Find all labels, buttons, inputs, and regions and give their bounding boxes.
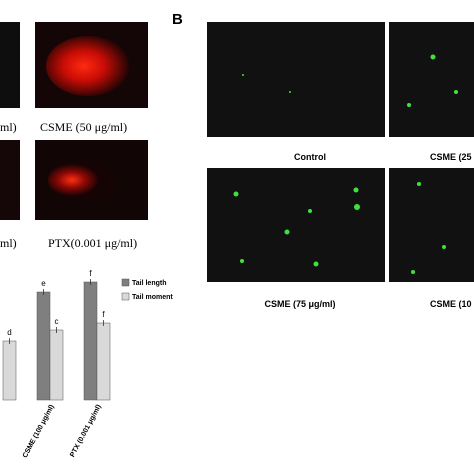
image-label: CSME (50 μg/ml) [40,120,127,134]
bar [96,322,111,401]
cell [417,182,421,186]
legend-label: Tail length [132,280,166,287]
image-label: ml) [0,236,17,250]
significance-label: e [41,279,46,288]
significance-label: f [89,269,92,278]
x-tick-label: PTX (0.001 μg/ml) [69,404,103,459]
legend-swatch [121,292,130,301]
significance-label: c [55,317,59,326]
cell [407,103,411,107]
cell [289,91,291,93]
legend-swatch [121,278,130,287]
cell [313,261,319,267]
x-tick-label: CSME (100 μg/ml) [22,404,56,460]
image [207,168,385,282]
panel-a-images [0,22,148,220]
cell [411,270,415,274]
image-label: Control [294,152,326,162]
panel-label: B [172,11,183,28]
comet [46,36,130,96]
bar [2,340,17,401]
cell [354,204,360,210]
significance-label: d [7,328,11,337]
cell [233,191,239,197]
image-label: CSME (10 [430,299,472,309]
image-label: PTX(0.001 μg/ml) [48,236,137,250]
image-label: CSME (25 [430,152,472,162]
image-label: CSME (75 μg/ml) [264,299,335,309]
cell [430,54,436,60]
cell [240,259,244,263]
panel-b-images [207,22,474,282]
image [0,22,20,108]
cell [308,209,312,213]
image [207,22,385,137]
bar-chart: e f d c f CSME (100 μg/ml) PTX (0.001 μg/ml) Ta… [2,269,173,460]
image [389,168,474,282]
cell [353,187,359,193]
bar [83,281,98,401]
legend-label: Tail moment [132,294,173,301]
bar [36,291,51,401]
cell [442,245,446,249]
bar [49,329,64,401]
cell [284,229,290,235]
cell [242,74,244,76]
image [389,22,474,137]
cell [454,90,458,94]
image-label: ml) [0,120,17,134]
comet [48,160,116,200]
significance-label: f [102,310,105,319]
image [0,140,20,220]
